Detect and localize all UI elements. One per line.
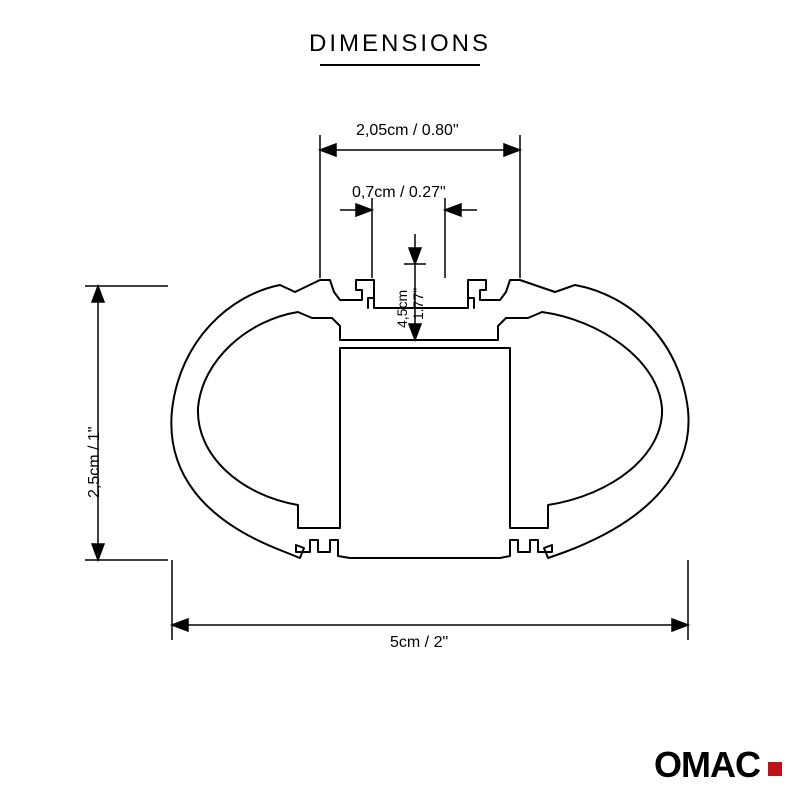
arrowhead [445,204,461,216]
arrowhead [92,544,104,560]
arrowhead [504,144,520,156]
brand-name: OMAC [654,744,760,786]
dim-label-width: 5cm / 2" [390,634,448,652]
dim-label-top-inner: 0,7cm / 0.27" [352,184,446,202]
brand-dot-icon [768,762,782,776]
dimension-diagram [0,0,800,800]
dim-label-height: 2,5cm / 1" [86,427,104,498]
arrowhead [409,248,421,264]
arrowhead [172,619,188,631]
profile-inner [198,312,662,528]
profile-outer [171,280,688,558]
arrowhead [92,286,104,302]
arrowhead [672,619,688,631]
arrowhead [409,324,421,340]
brand-logo: OMAC [654,744,782,786]
dim-label-depth-cm: 4,5cm [394,290,410,328]
canvas: DIMENSIONS [0,0,800,800]
arrowhead [356,204,372,216]
dim-label-top-outer: 2,05cm / 0.80" [356,122,459,140]
dim-label-depth-in: 1.77" [410,288,426,320]
arrowhead [320,144,336,156]
